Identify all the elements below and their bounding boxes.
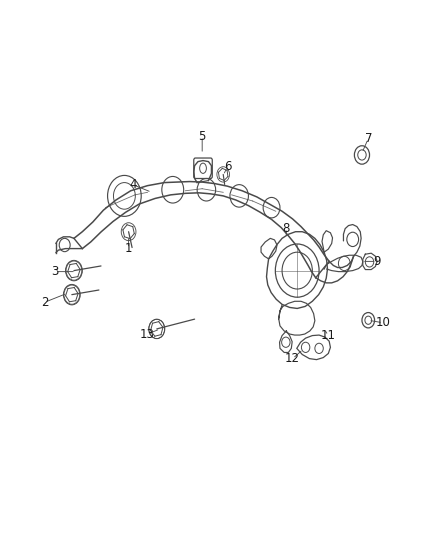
Text: 9: 9 [373, 255, 381, 268]
Text: 13: 13 [140, 328, 155, 341]
Text: 11: 11 [321, 329, 336, 342]
Text: 1: 1 [125, 242, 132, 255]
Text: 8: 8 [283, 222, 290, 235]
Text: 5: 5 [198, 130, 206, 142]
Text: 4: 4 [129, 178, 137, 191]
Text: 7: 7 [364, 132, 372, 145]
Text: 3: 3 [51, 265, 59, 278]
Text: 10: 10 [375, 316, 390, 329]
Text: 2: 2 [41, 296, 48, 309]
Text: 12: 12 [285, 352, 300, 365]
Text: 6: 6 [224, 160, 231, 173]
